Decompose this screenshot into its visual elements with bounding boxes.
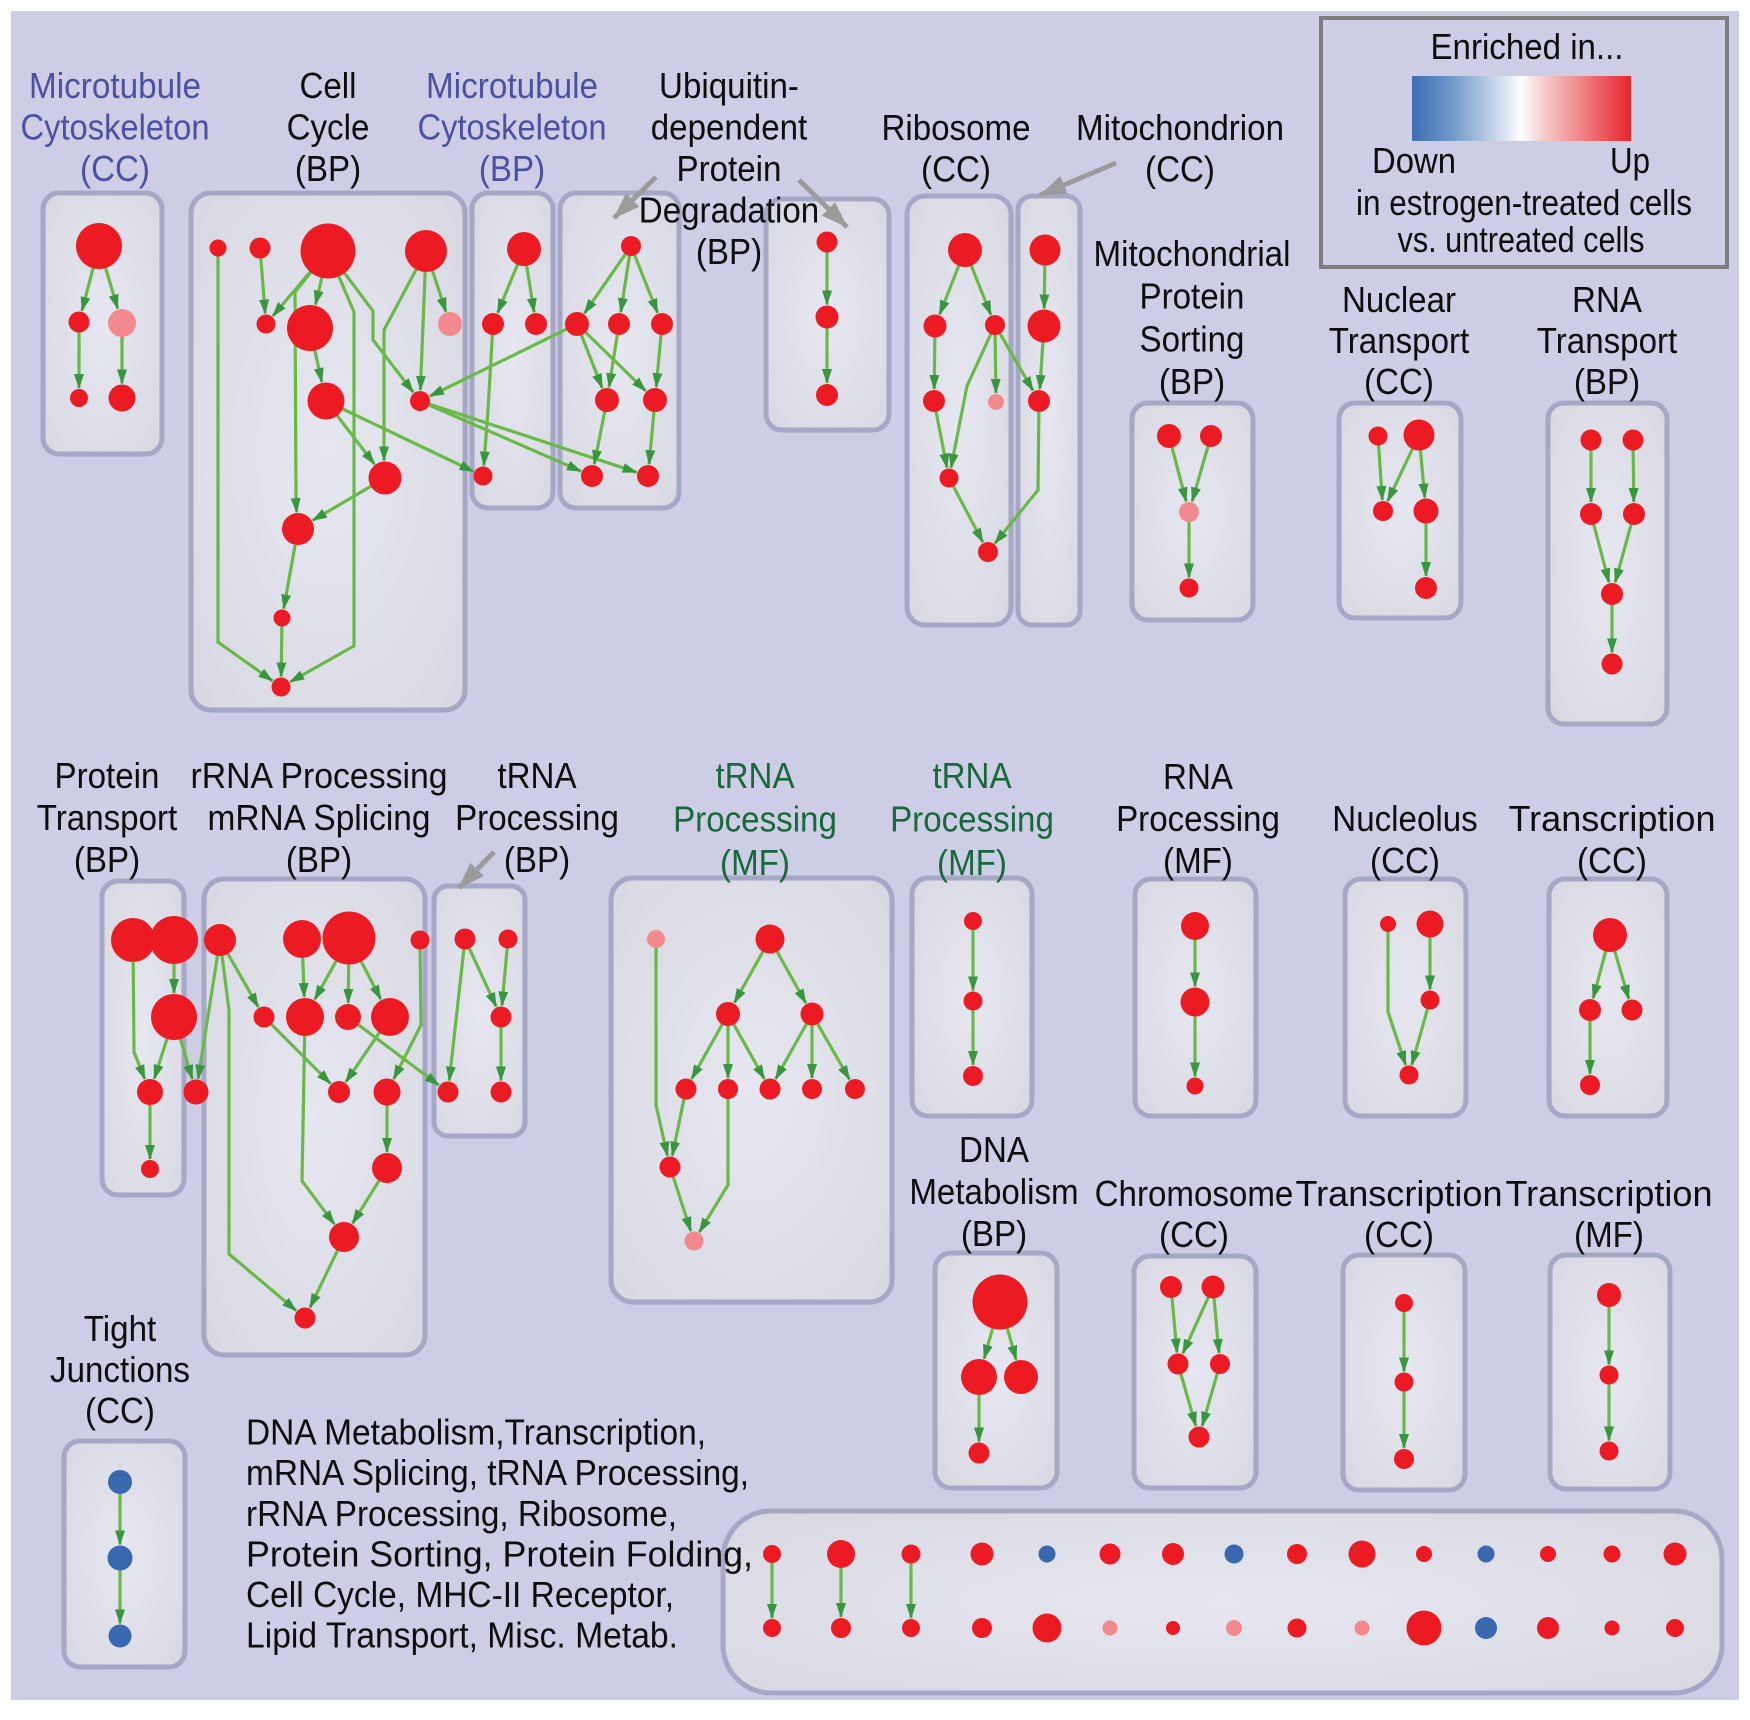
svg-text:(CC): (CC) (921, 149, 991, 190)
svg-text:RNA: RNA (1572, 279, 1642, 320)
svg-text:(BP): (BP) (74, 839, 140, 880)
svg-text:Microtubule: Microtubule (426, 65, 598, 106)
svg-text:(BP): (BP) (295, 148, 361, 189)
svg-text:Sorting: Sorting (1140, 318, 1245, 359)
svg-text:Metabolism: Metabolism (909, 1171, 1078, 1212)
svg-text:(BP): (BP) (961, 1213, 1027, 1254)
svg-text:(CC): (CC) (1145, 149, 1215, 190)
svg-text:Protein: Protein (1140, 276, 1245, 317)
svg-text:(MF): (MF) (1163, 840, 1233, 881)
svg-text:Degradation: Degradation (639, 190, 819, 231)
svg-text:Nucleolus: Nucleolus (1332, 798, 1477, 839)
svg-text:Processing: Processing (1116, 798, 1280, 839)
svg-text:(BP): (BP) (286, 839, 352, 880)
svg-text:Transport: Transport (1329, 320, 1470, 361)
svg-text:Transcription: Transcription (1296, 1173, 1503, 1214)
svg-text:(CC): (CC) (85, 1390, 155, 1431)
svg-text:(BP): (BP) (1159, 361, 1225, 402)
svg-text:Transcription: Transcription (1506, 1173, 1713, 1214)
svg-text:(CC): (CC) (1159, 1214, 1229, 1255)
svg-text:mRNA Splicing: mRNA Splicing (208, 797, 431, 838)
svg-text:(MF): (MF) (1574, 1214, 1644, 1255)
svg-text:DNA Metabolism,Transcription,: DNA Metabolism,Transcription, (246, 1412, 706, 1453)
svg-text:Mitochondrial: Mitochondrial (1094, 233, 1291, 274)
svg-text:(MF): (MF) (720, 842, 790, 883)
svg-text:RNA: RNA (1163, 756, 1233, 797)
svg-text:Transport: Transport (1537, 320, 1678, 361)
svg-text:tRNA: tRNA (715, 755, 794, 796)
svg-text:(BP): (BP) (696, 231, 762, 272)
svg-text:Transport: Transport (37, 797, 178, 838)
svg-text:Ribosome: Ribosome (881, 107, 1030, 148)
svg-text:Transcription: Transcription (1509, 798, 1716, 839)
svg-text:Ubiquitin-: Ubiquitin- (659, 65, 799, 106)
svg-text:in estrogen-treated cells: in estrogen-treated cells (1356, 182, 1692, 223)
svg-text:Cell Cycle, MHC-II Receptor,: Cell Cycle, MHC-II Receptor, (246, 1574, 674, 1615)
svg-text:(BP): (BP) (504, 839, 570, 880)
svg-text:tRNA: tRNA (932, 755, 1011, 796)
svg-text:Processing: Processing (890, 799, 1054, 840)
svg-text:Mitochondrion: Mitochondrion (1076, 107, 1284, 148)
svg-text:vs. untreated cells: vs. untreated cells (1398, 219, 1645, 260)
svg-text:Cytoskeleton: Cytoskeleton (21, 107, 210, 148)
svg-text:Protein Sorting, Protein Foldi: Protein Sorting, Protein Folding, (246, 1533, 753, 1574)
svg-text:Cycle: Cycle (287, 107, 370, 148)
svg-text:Cytoskeleton: Cytoskeleton (418, 107, 607, 148)
svg-text:DNA: DNA (959, 1129, 1029, 1170)
svg-text:Microtubule: Microtubule (29, 65, 201, 106)
svg-text:dependent: dependent (651, 107, 808, 148)
svg-text:Chromosome: Chromosome (1095, 1173, 1294, 1214)
svg-text:(CC): (CC) (1370, 840, 1440, 881)
svg-text:Cell: Cell (299, 65, 356, 106)
svg-text:(CC): (CC) (1364, 1214, 1434, 1255)
svg-text:Nuclear: Nuclear (1342, 279, 1456, 320)
svg-text:Down: Down (1372, 140, 1456, 181)
svg-text:Protein: Protein (677, 148, 782, 189)
svg-text:(CC): (CC) (1577, 840, 1647, 881)
svg-text:Enriched in...: Enriched in... (1431, 26, 1624, 67)
svg-text:(MF): (MF) (937, 842, 1007, 883)
svg-text:rRNA Processing: rRNA Processing (191, 755, 448, 796)
svg-text:(CC): (CC) (1364, 361, 1434, 402)
svg-text:tRNA: tRNA (497, 755, 576, 796)
svg-text:rRNA Processing, Ribosome,: rRNA Processing, Ribosome, (246, 1493, 677, 1534)
svg-text:Processing: Processing (673, 799, 837, 840)
svg-text:Junctions: Junctions (50, 1349, 190, 1390)
svg-text:Tight: Tight (84, 1308, 156, 1349)
svg-text:Up: Up (1610, 140, 1650, 181)
svg-text:(BP): (BP) (1574, 361, 1640, 402)
svg-text:Lipid Transport, Misc. Metab.: Lipid Transport, Misc. Metab. (246, 1615, 678, 1656)
svg-text:Processing: Processing (455, 797, 619, 838)
svg-text:(BP): (BP) (479, 148, 545, 189)
svg-text:(CC): (CC) (80, 148, 150, 189)
svg-text:mRNA Splicing, tRNA Processing: mRNA Splicing, tRNA Processing, (246, 1452, 749, 1493)
svg-text:Protein: Protein (55, 755, 160, 796)
